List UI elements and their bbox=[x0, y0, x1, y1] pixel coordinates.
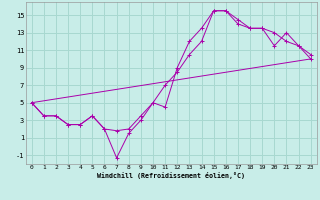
X-axis label: Windchill (Refroidissement éolien,°C): Windchill (Refroidissement éolien,°C) bbox=[97, 172, 245, 179]
